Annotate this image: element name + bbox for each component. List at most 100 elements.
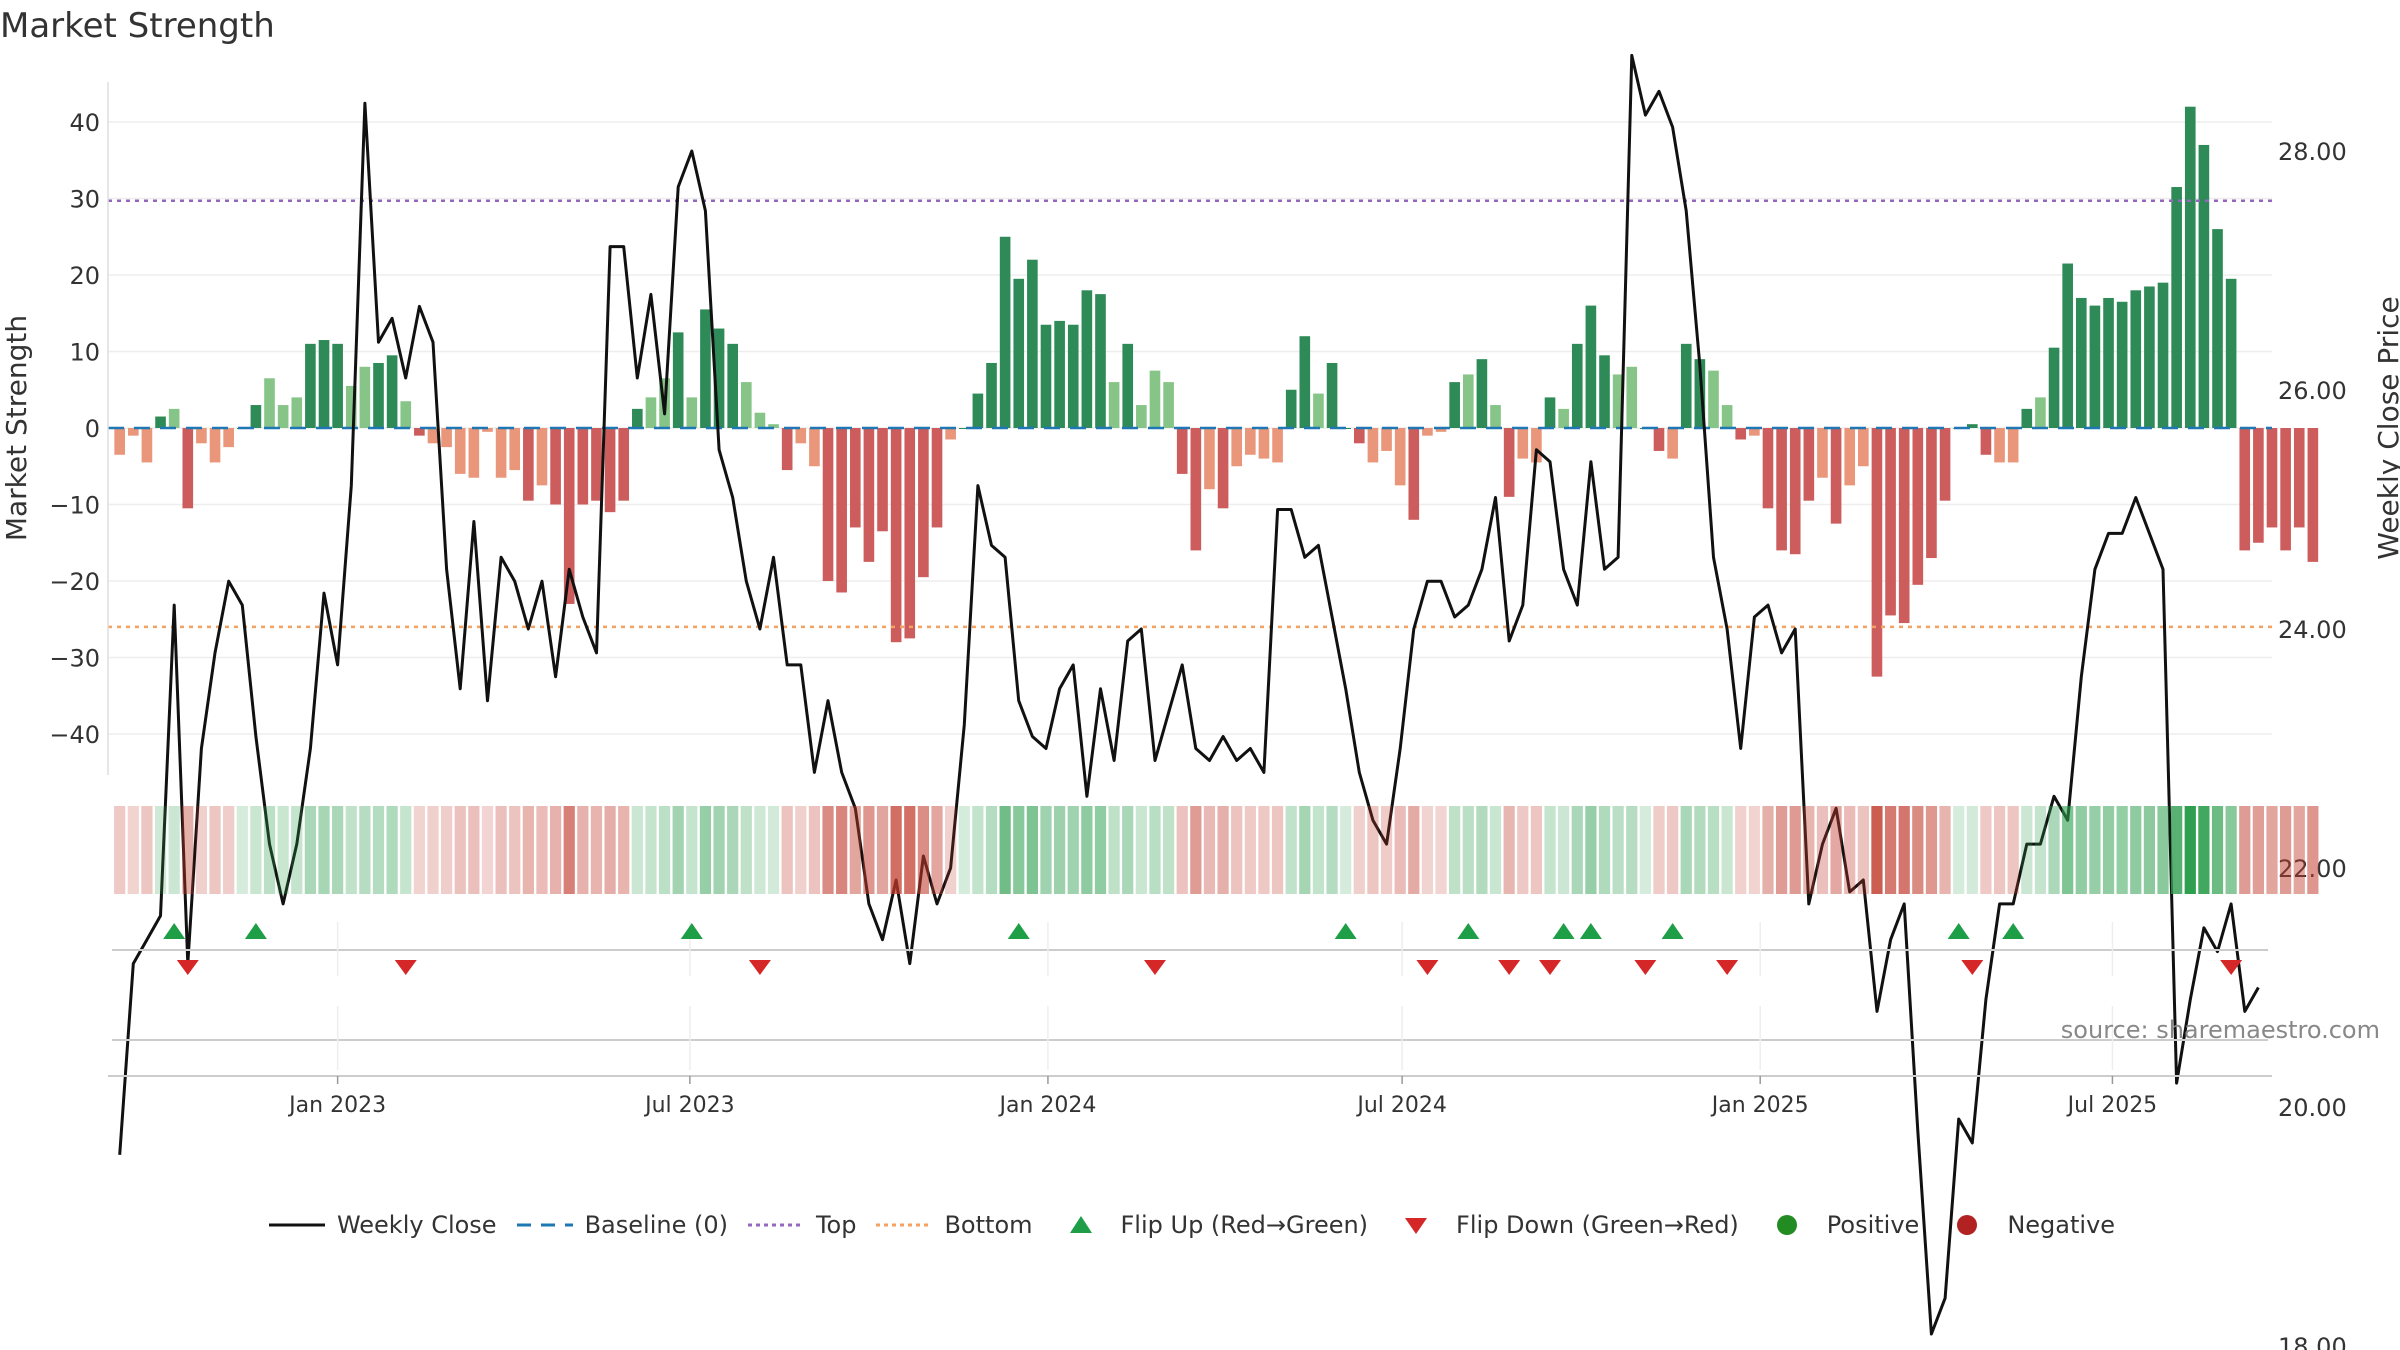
strip-cell <box>481 806 494 894</box>
strength-bar <box>359 366 371 428</box>
strength-bar <box>1749 428 1760 436</box>
strip-cell <box>1598 806 1611 894</box>
strip-cell <box>304 806 316 894</box>
strip-cell <box>1789 806 1801 894</box>
strength-bar <box>1708 370 1719 428</box>
strength-bar <box>550 428 561 505</box>
strip-cell <box>1585 806 1597 894</box>
strip-cell <box>1925 806 1938 894</box>
flip-down-marker <box>1634 960 1657 975</box>
y-tick-label: −10 <box>49 492 100 520</box>
strength-bar <box>863 428 875 562</box>
strength-bar <box>1912 428 1924 585</box>
strip-cell <box>1966 806 1978 894</box>
strength-bar <box>523 428 534 501</box>
flip-down-marker <box>1416 960 1439 975</box>
strip-cell <box>931 806 943 894</box>
strip-cell <box>2211 806 2224 894</box>
strip-cell <box>999 806 1011 894</box>
strength-bar <box>427 428 439 444</box>
strip-cell <box>1190 806 1202 894</box>
strip-cell <box>1176 806 1188 894</box>
strength-bar <box>795 428 807 444</box>
strength-bar <box>999 236 1011 428</box>
strip-cell <box>727 806 739 894</box>
legend-label: Flip Up (Red→Green) <box>1120 1211 1369 1239</box>
strip-cell <box>1108 806 1120 894</box>
legend-label: Negative <box>2007 1211 2116 1239</box>
legend-label: Weekly Close <box>336 1211 497 1239</box>
strip-cell <box>590 806 603 894</box>
strip-cell <box>985 806 998 894</box>
strength-bar <box>182 428 194 509</box>
legend-swatch <box>1776 1215 1797 1235</box>
flip-up-marker <box>1552 923 1575 939</box>
y-tick-label: 40 <box>69 109 100 137</box>
strength-bar <box>345 385 357 428</box>
strength-bar <box>904 428 916 639</box>
strip-cell <box>1980 806 1992 894</box>
strip-cell <box>386 806 398 894</box>
strip-cell <box>2184 806 2196 894</box>
strip-cell <box>1203 806 1216 894</box>
strength-bar <box>1408 428 1420 520</box>
strength-bar <box>1285 389 1297 428</box>
strength-bar <box>986 362 997 428</box>
y-axis-title: Market Strength <box>0 315 33 541</box>
strength-bar <box>2253 428 2264 543</box>
flip-down-marker <box>748 960 771 975</box>
strength-bar <box>931 428 943 528</box>
strength-bar <box>1994 428 2005 463</box>
strip-cell <box>1122 806 1134 894</box>
strip-cell <box>2307 806 2319 894</box>
y-tick-label: 0 <box>85 415 100 443</box>
strength-bar <box>563 428 575 604</box>
strip-cell <box>413 806 425 894</box>
strip-cell <box>1340 806 1352 894</box>
x-tick-label: Jul 2023 <box>643 1093 735 1118</box>
strip-cell <box>114 806 126 894</box>
strength-bar <box>604 428 616 513</box>
chart-title: Market Strength <box>0 6 275 46</box>
strength-bar <box>1027 259 1038 428</box>
strip-cell <box>808 806 821 894</box>
strength-bar <box>2116 301 2128 428</box>
strip-cell <box>1775 806 1788 894</box>
flip-up-marker <box>1579 923 1602 939</box>
strip-cell <box>1993 806 2006 894</box>
strength-bar <box>1531 428 1542 463</box>
legend-swatch <box>1069 1216 1092 1233</box>
flip-down-marker <box>1716 960 1739 975</box>
strength-bar <box>727 343 738 428</box>
strip-cell <box>1271 806 1284 894</box>
flip-up-marker <box>1457 923 1480 939</box>
strength-bar <box>2212 229 2223 428</box>
strip-cell <box>1762 806 1774 894</box>
strength-bar <box>141 428 153 463</box>
strength-bar <box>1626 366 1638 428</box>
strength-bar <box>114 428 125 455</box>
strength-bar <box>509 428 521 471</box>
strength-bar <box>1762 428 1774 509</box>
strength-bar <box>918 428 929 578</box>
strip-cell <box>1721 806 1733 894</box>
strip-cell <box>604 806 616 894</box>
x-tick-label: Jan 2023 <box>287 1093 386 1118</box>
strength-bar <box>400 401 412 428</box>
strength-bar <box>1299 336 1311 428</box>
flip-up-marker <box>163 923 186 939</box>
strip-cell <box>2116 806 2128 894</box>
strength-bar <box>890 428 902 643</box>
strength-bar <box>1394 428 1406 486</box>
strength-bar <box>754 412 766 428</box>
strength-bar <box>2021 408 2033 428</box>
strength-bar <box>386 355 398 428</box>
strength-bar <box>1966 424 1978 428</box>
strip-cell <box>1421 806 1434 894</box>
strip-cell <box>1707 806 1720 894</box>
strength-bar <box>1544 397 1556 428</box>
strength-bar <box>1040 324 1052 428</box>
strength-bar <box>591 428 602 501</box>
strength-bar <box>822 428 834 581</box>
strip-cell <box>1135 806 1147 894</box>
